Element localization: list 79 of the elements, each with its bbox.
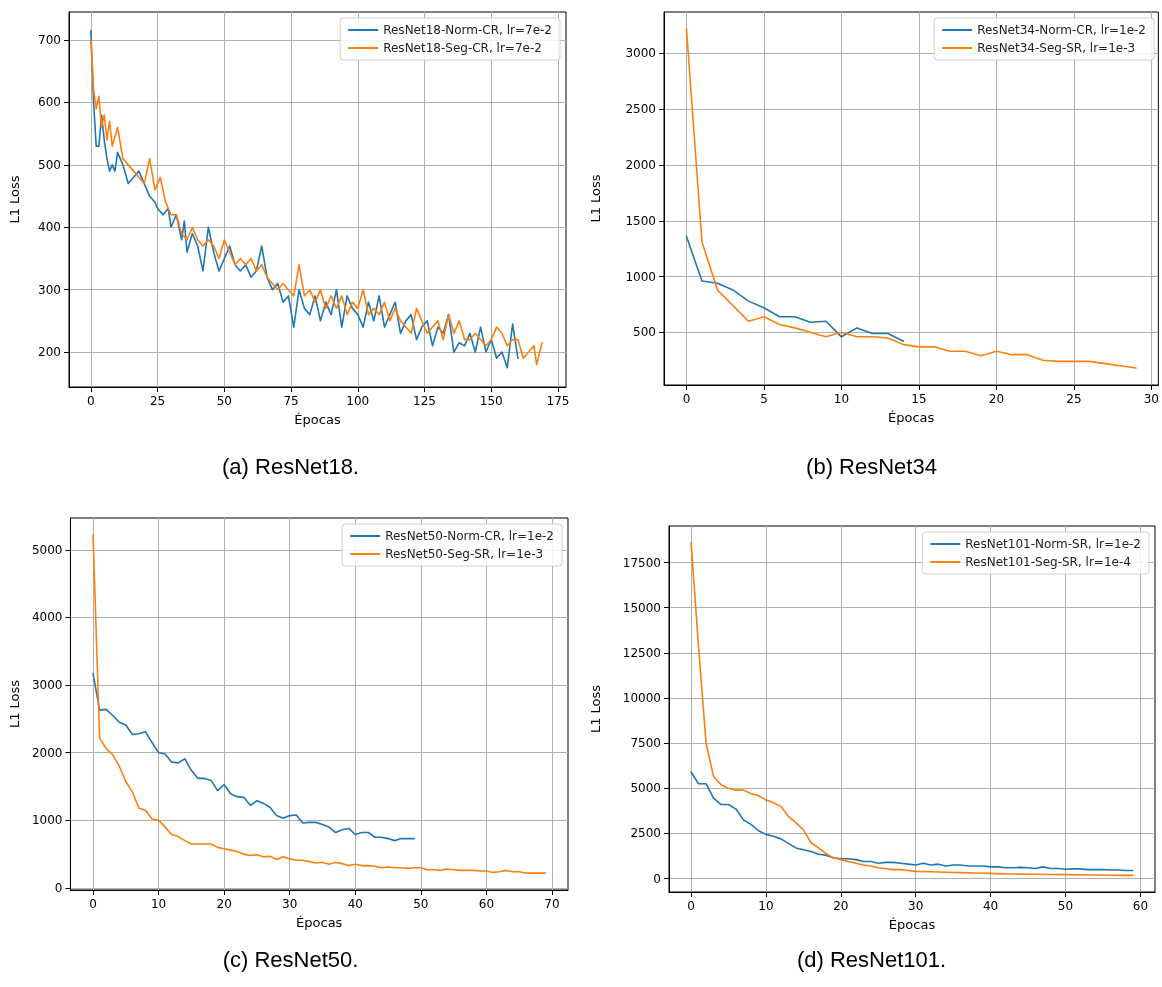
y-tick-label: 1000 [31,813,63,828]
legend-label: ResNet34-Seg-SR, lr=1e-3 [977,41,1136,55]
y-tick-label: 12500 [622,645,661,660]
x-tick-label: 0 [87,394,95,408]
x-tick-label: 175 [546,394,570,408]
x-tick-label: 25 [1066,392,1082,406]
y-tick-label: 5000 [630,781,661,796]
x-tick-label: 0 [687,899,695,913]
legend-label: ResNet18-Norm-CR, lr=7e-2 [383,23,552,37]
legend-label: ResNet101-Norm-SR, lr=1e-2 [965,537,1142,551]
x-tick-label: 0 [682,392,691,406]
y-tick-label: 500 [633,325,656,340]
y-tick-label: 2000 [31,745,63,760]
y-tick-label: 17500 [622,555,661,570]
x-tick-label: 0 [89,897,97,911]
legend-label: ResNet101-Seg-SR, lr=1e-4 [965,555,1131,569]
x-axis-title: Épocas [296,915,343,930]
y-tick-label: 2000 [625,158,656,173]
y-axis-title: L1 Loss [7,679,22,729]
y-tick-label: 4000 [31,610,63,625]
y-tick-label: 2500 [630,826,661,841]
x-axis-title: Épocas [888,410,935,425]
x-tick-label: 70 [544,897,560,911]
text: (d) ResNet101. [796,946,947,972]
y-tick-label: 1500 [625,213,656,228]
y-tick-label: 5000 [31,542,63,557]
x-tick-label: 100 [346,394,370,408]
text: (c) ResNet50. [222,946,359,972]
x-tick-label: 15 [911,392,927,406]
x-tick-label: 50 [216,394,232,408]
y-tick-label: 700 [38,33,61,48]
y-tick-label: 10000 [622,690,661,705]
x-axis-title: Épocas [294,412,341,427]
x-tick-label: 10 [833,392,850,406]
y-tick-label: 500 [38,157,61,172]
x-axis-title: Épocas [888,917,936,932]
y-tick-label: 7500 [630,736,661,751]
x-tick-label: 20 [216,897,232,911]
y-tick-label: 15000 [622,600,661,615]
y-tick-label: 600 [38,95,61,110]
x-tick-label: 20 [833,899,849,913]
line-series [690,771,1134,872]
text: (b) ResNet34 [806,453,937,479]
y-axis-title: L1 Loss [588,684,603,734]
text: (a) ResNet18. [222,453,359,479]
x-tick-label: 30 [1143,392,1160,406]
legend-label: ResNet34-Norm-CR, lr=1e-2 [977,23,1146,37]
y-tick-label: 400 [38,220,61,235]
line-series [685,235,905,343]
y-tick-label: 2500 [625,102,656,117]
y-axis-title: L1 Loss [7,175,22,224]
x-tick-label: 30 [908,899,924,913]
y-tick-label: 200 [38,345,61,360]
x-tick-label: 60 [478,897,495,911]
x-tick-label: 40 [982,899,999,913]
x-tick-label: 25 [149,394,166,408]
legend-label: ResNet50-Norm-CR, lr=1e-2 [385,529,554,543]
y-tick-label: 3000 [31,678,63,693]
legend-label: ResNet18-Seg-CR, lr=7e-2 [383,41,542,55]
y-tick-label: 300 [38,282,61,297]
x-tick-label: 50 [1057,899,1074,913]
x-tick-label: 10 [758,899,774,913]
x-tick-label: 50 [413,897,429,911]
x-tick-label: 10 [150,897,167,911]
x-tick-label: 20 [988,392,1005,406]
y-tick-label: 1000 [625,269,656,284]
x-tick-label: 60 [1132,899,1149,913]
y-tick-label: 0 [653,871,661,886]
y-tick-label: 3000 [625,46,656,61]
x-tick-label: 150 [479,394,503,408]
line-series [92,672,416,842]
y-axis-title: L1 Loss [588,174,603,223]
x-tick-label: 5 [760,392,768,406]
x-tick-label: 40 [347,897,363,911]
y-tick-label: 0 [54,880,63,895]
x-tick-label: 30 [282,897,298,911]
x-tick-label: 125 [413,394,436,408]
legend-label: ResNet50-Seg-SR, lr=1e-3 [385,547,544,561]
x-tick-label: 75 [283,394,299,408]
